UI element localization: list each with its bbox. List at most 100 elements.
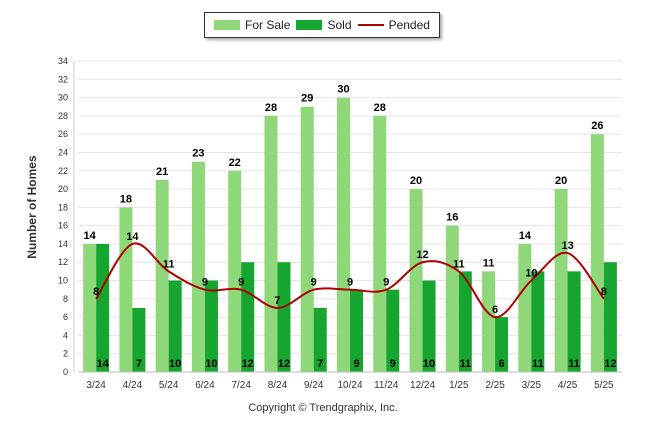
bar-for-sale <box>590 134 604 372</box>
data-label-for-sale: 20 <box>555 175 567 187</box>
data-label-for-sale: 28 <box>374 102 386 114</box>
bar-for-sale <box>373 115 387 372</box>
data-label-for-sale: 26 <box>591 120 603 132</box>
data-label-pended: 6 <box>492 304 498 316</box>
bar-sold <box>531 271 545 372</box>
data-label-pended: 9 <box>238 277 244 289</box>
data-label-sold: 6 <box>499 358 505 370</box>
data-label-for-sale: 20 <box>410 175 422 187</box>
bar-for-sale <box>482 271 496 372</box>
legend-item-for-sale[interactable]: For Sale <box>214 18 290 32</box>
data-label-pended: 9 <box>202 277 208 289</box>
bar-sold <box>313 307 327 372</box>
legend-swatch-sold <box>296 20 323 30</box>
y-axis-label: Number of Homes <box>25 155 39 259</box>
x-tick-label: 9/24 <box>304 380 324 391</box>
x-tick-label: 5/24 <box>159 380 179 391</box>
legend-item-sold[interactable]: Sold <box>296 18 352 32</box>
data-label-for-sale: 11 <box>483 257 495 269</box>
bar-sold <box>241 262 255 372</box>
data-label-sold: 7 <box>136 358 142 370</box>
bar-sold <box>132 307 146 372</box>
legend-swatch-for-sale <box>214 20 241 30</box>
x-tick-label: 7/24 <box>231 380 251 391</box>
legend-label-sold: Sold <box>327 18 352 32</box>
copyright-text: Copyright © Trendgraphix, Inc. <box>248 402 398 414</box>
data-label-sold: 11 <box>532 358 544 370</box>
data-label-pended: 8 <box>601 286 607 298</box>
y-tick-label: 28 <box>58 111 68 121</box>
data-label-sold: 10 <box>423 358 435 370</box>
data-label-pended: 12 <box>416 249 428 261</box>
data-label-sold: 11 <box>459 358 471 370</box>
data-label-sold: 9 <box>353 358 359 370</box>
data-label-pended: 11 <box>163 258 175 270</box>
data-label-sold: 10 <box>169 358 181 370</box>
bar-for-sale <box>155 179 169 372</box>
y-tick-label: 14 <box>58 239 68 249</box>
data-label-pended: 9 <box>383 277 389 289</box>
data-label-sold: 9 <box>390 358 396 370</box>
data-label-sold: 12 <box>604 358 616 370</box>
x-tick-label: 4/24 <box>123 380 143 391</box>
x-tick-label: 5/25 <box>594 380 614 391</box>
data-label-for-sale: 16 <box>446 212 458 224</box>
data-label-pended: 13 <box>561 240 573 252</box>
bar-for-sale <box>228 170 242 372</box>
data-label-pended: 11 <box>453 258 465 270</box>
bar-for-sale <box>518 243 532 372</box>
y-tick-label: 10 <box>58 276 68 286</box>
x-tick-label: 3/24 <box>86 380 106 391</box>
y-tick-label: 6 <box>63 312 68 322</box>
y-tick-label: 26 <box>58 129 68 139</box>
y-tick-label: 24 <box>58 147 68 157</box>
x-tick-label: 8/24 <box>268 380 288 391</box>
bar-sold <box>567 271 581 372</box>
x-tick-label: 1/25 <box>449 380 469 391</box>
bar-sold <box>168 280 182 372</box>
data-label-for-sale: 21 <box>156 166 168 178</box>
bar-for-sale <box>191 161 205 372</box>
bar-sold <box>96 243 110 372</box>
data-label-for-sale: 18 <box>120 193 132 205</box>
data-label-for-sale: 29 <box>301 93 313 105</box>
data-label-pended: 8 <box>93 286 99 298</box>
y-tick-label: 2 <box>63 349 68 359</box>
data-label-sold: 12 <box>242 358 254 370</box>
data-label-sold: 11 <box>568 358 580 370</box>
legend-item-pended[interactable]: Pended <box>357 18 430 32</box>
bar-for-sale <box>300 106 314 372</box>
y-tick-label: 20 <box>58 184 68 194</box>
y-tick-label: 34 <box>58 56 68 66</box>
x-tick-label: 6/24 <box>195 380 215 391</box>
bar-for-sale <box>554 189 568 372</box>
x-tick-label: 11/24 <box>374 380 399 391</box>
legend-label-pended: Pended <box>388 18 430 32</box>
bar-for-sale <box>337 97 350 373</box>
data-label-pended: 14 <box>126 231 139 243</box>
data-label-for-sale: 28 <box>265 102 277 114</box>
bar-sold <box>277 262 291 372</box>
bars <box>83 97 617 373</box>
bar-for-sale <box>409 189 423 372</box>
bar-sold <box>204 280 218 372</box>
y-tick-label: 18 <box>58 202 68 212</box>
bar-for-sale <box>264 115 278 372</box>
data-label-sold: 14 <box>97 358 110 370</box>
y-tick-label: 30 <box>58 93 68 103</box>
bar-sold <box>350 289 363 372</box>
y-tick-label: 16 <box>58 221 68 231</box>
x-axis: 3/24 4/24 5/24 6/24 7/24 8/24 9/24 10/24 11/24 12… <box>78 371 622 391</box>
y-tick-label: 32 <box>58 74 68 84</box>
legend-swatch-pended <box>357 24 384 26</box>
bar-sold <box>603 262 617 372</box>
x-tick-label: 3/25 <box>522 380 542 391</box>
pended-series-line <box>95 242 605 319</box>
data-label-pended: 9 <box>347 277 353 289</box>
data-labels: 14 14 8 18 7 14 21 10 11 23 10 9 22 12 9 28 12 7 29 7 9 30 9 9 2… <box>84 84 617 370</box>
data-label-sold: 12 <box>278 358 290 370</box>
bar-for-sale <box>119 207 133 372</box>
data-label-pended: 9 <box>311 277 317 289</box>
